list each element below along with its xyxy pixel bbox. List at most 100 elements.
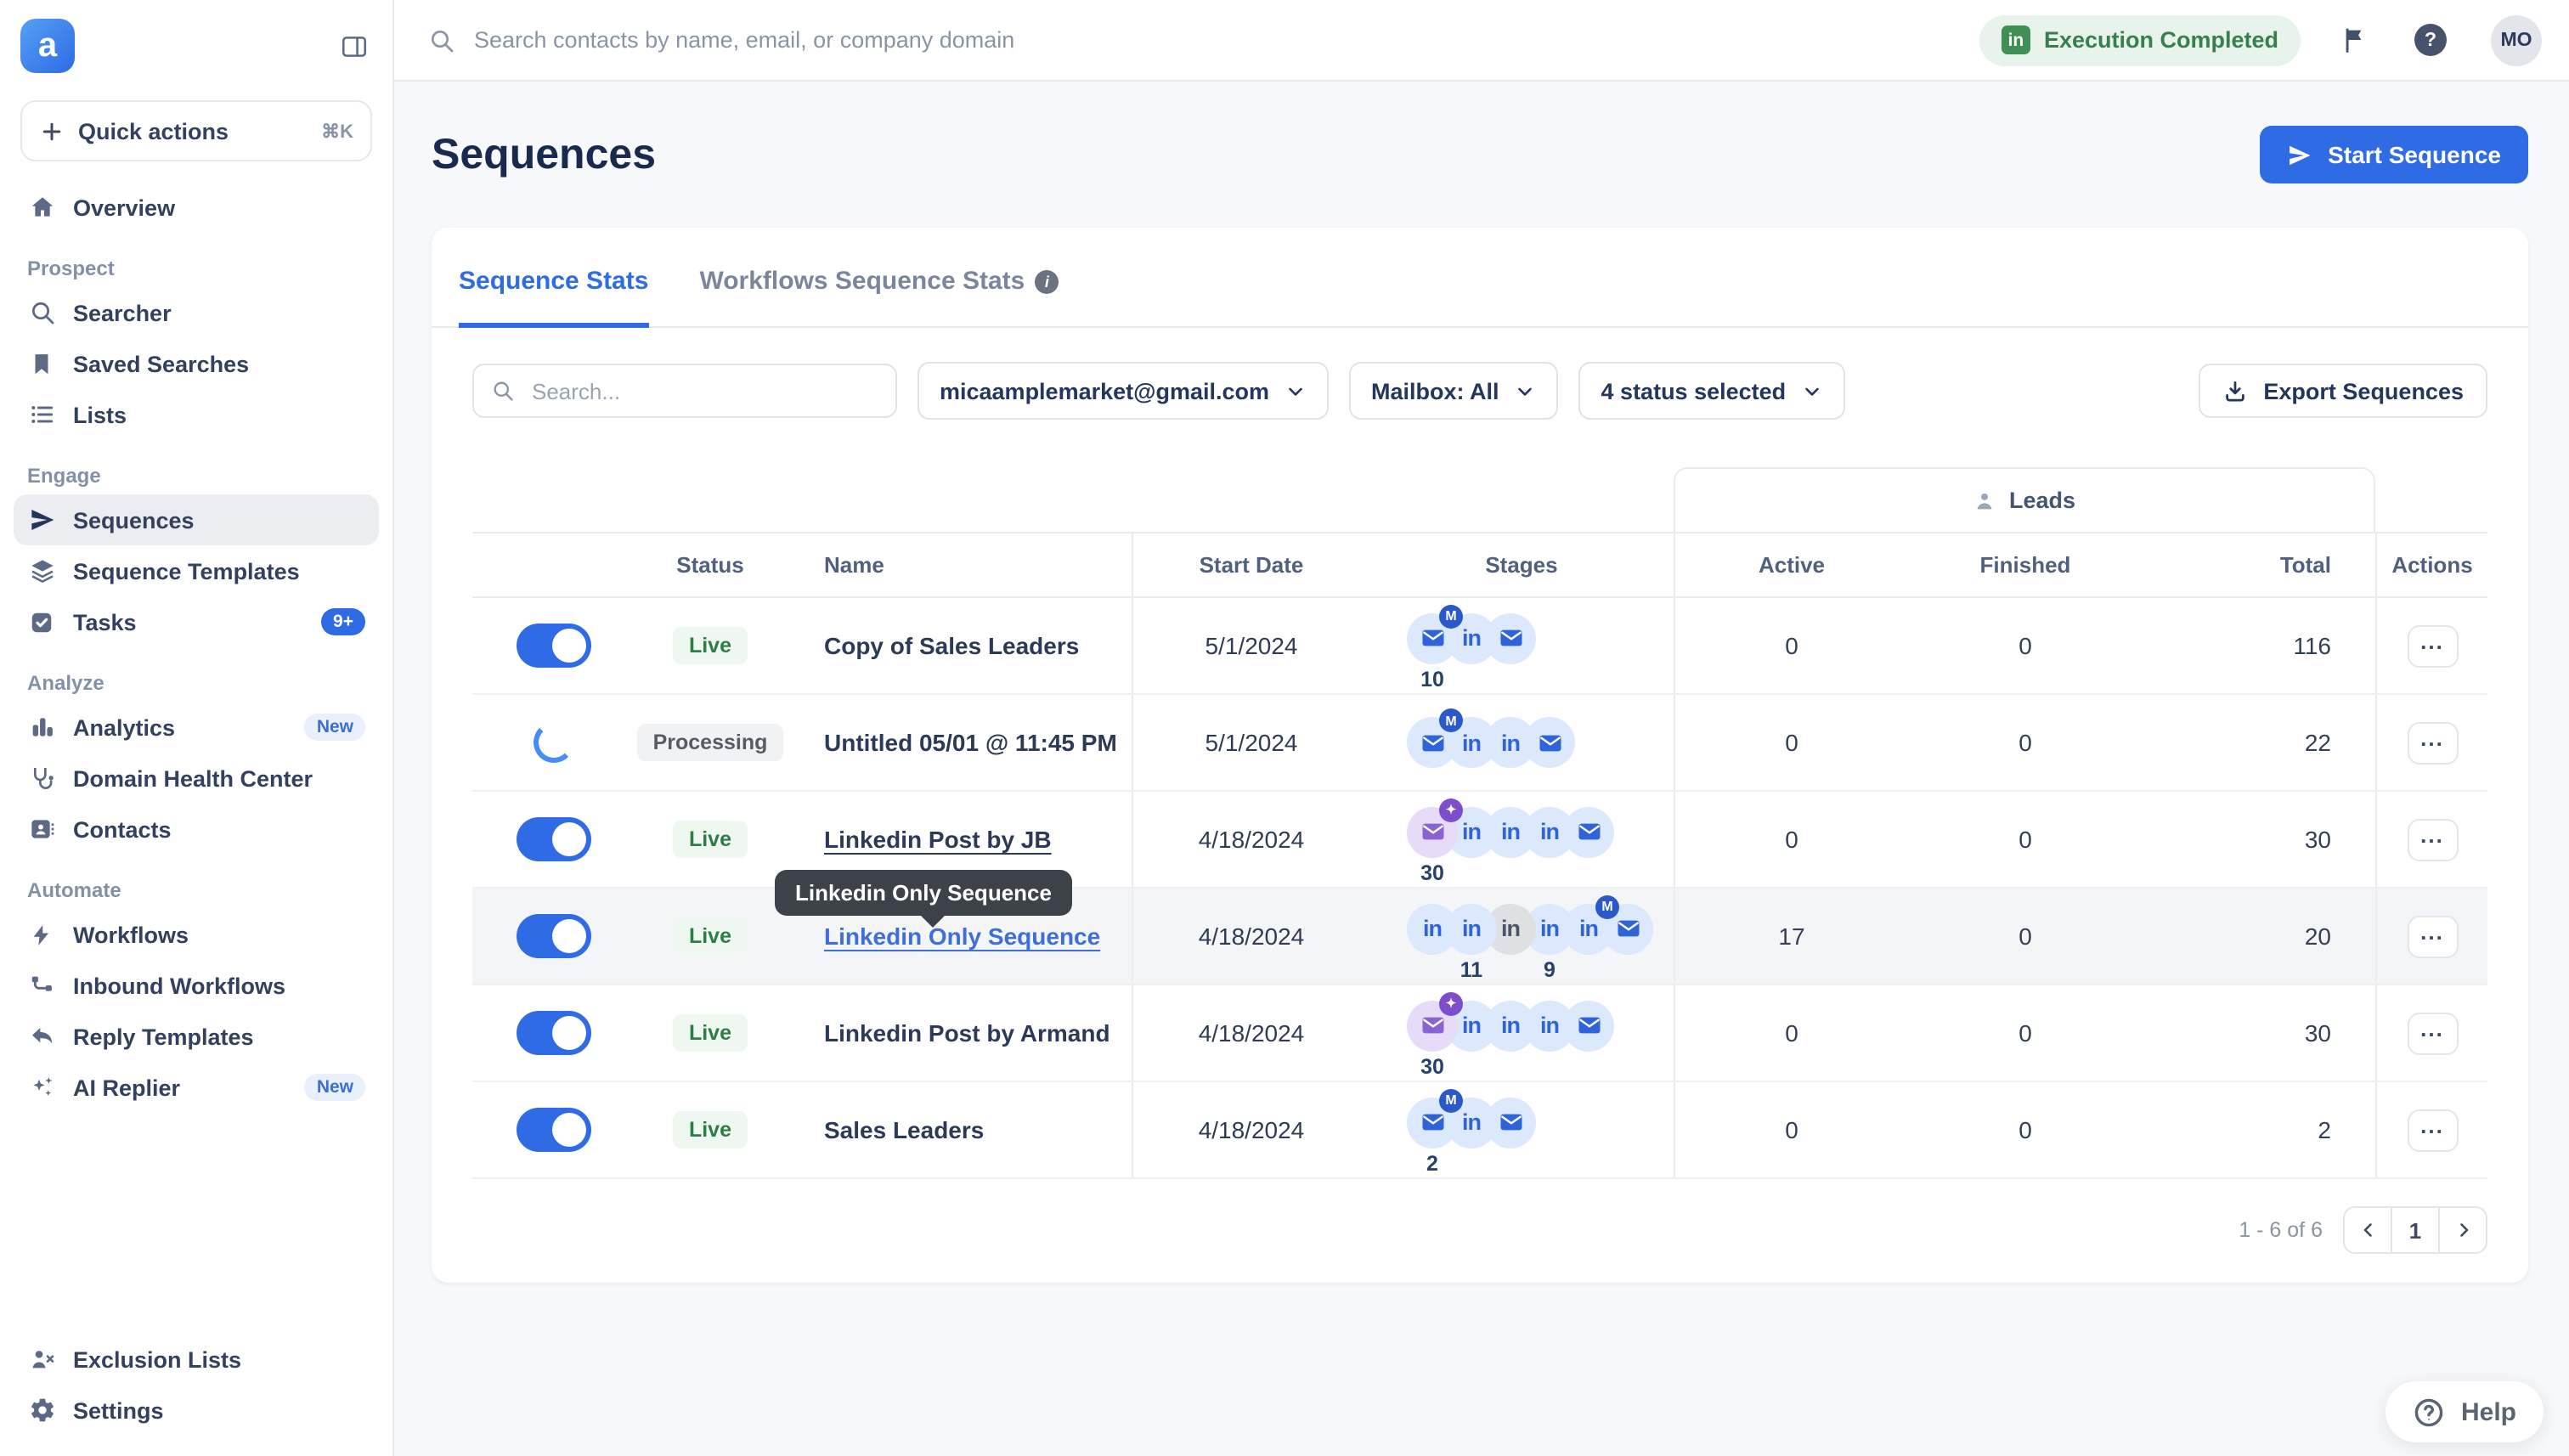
flag-icon[interactable] bbox=[2341, 25, 2370, 54]
sequence-name-link[interactable]: Untitled 05/01 @ 11:45 PM bbox=[824, 729, 1117, 756]
tab-workflows-sequence-stats[interactable]: Workflows Sequence Stats i bbox=[699, 267, 1059, 328]
email-step-icon[interactable]: ✦ 30 bbox=[1407, 991, 1463, 1078]
app-logo[interactable]: a bbox=[20, 19, 75, 73]
sequence-name-link[interactable]: Linkedin Post by Armand bbox=[824, 1019, 1110, 1047]
finished-leads-cell: 0 bbox=[2019, 632, 2032, 659]
actions-cell: ... bbox=[2375, 792, 2487, 887]
email-step-icon[interactable]: ✦ 30 bbox=[1407, 798, 1463, 884]
sequence-toggle[interactable] bbox=[516, 1108, 590, 1152]
sidebar-nav: Overview Prospect Searcher Saved Searches Li… bbox=[0, 168, 392, 1334]
sidebar-item-inbound-workflows[interactable]: Inbound Workflows bbox=[14, 960, 379, 1011]
linkedin-step-icon[interactable]: in bbox=[1446, 806, 1497, 857]
sequence-toggle[interactable] bbox=[516, 914, 590, 958]
sidebar-item-searcher[interactable]: Searcher bbox=[14, 287, 379, 338]
previous-page-button[interactable] bbox=[2343, 1206, 2392, 1254]
row-actions-button[interactable]: ... bbox=[2407, 818, 2458, 861]
linkedin-step-icon[interactable]: in M bbox=[1563, 894, 1619, 954]
start-sequence-button[interactable]: Start Sequence bbox=[2260, 126, 2528, 183]
table-search-input[interactable] bbox=[528, 376, 878, 405]
sequence-toggle[interactable] bbox=[516, 624, 590, 668]
next-page-button[interactable] bbox=[2438, 1206, 2487, 1254]
global-search bbox=[428, 25, 1956, 54]
sidebar-item-sequences[interactable]: Sequences bbox=[14, 494, 379, 545]
step-circle: in bbox=[1407, 903, 1458, 954]
avatar[interactable]: MO bbox=[2491, 14, 2542, 65]
collapse-sidebar-icon[interactable] bbox=[340, 31, 369, 60]
total-leads-cell: 30 bbox=[2304, 1019, 2331, 1047]
row-actions-button[interactable]: ... bbox=[2407, 721, 2458, 764]
linkedin-glyph: in bbox=[1540, 1013, 1560, 1038]
quick-actions-button[interactable]: Quick actions ⌘K bbox=[20, 100, 372, 161]
pagination: 1 - 6 of 6 1 bbox=[432, 1179, 2528, 1254]
person-icon bbox=[1973, 488, 1997, 512]
sidebar-item-workflows[interactable]: Workflows bbox=[14, 909, 379, 960]
bar-chart-icon bbox=[27, 713, 56, 742]
global-search-input[interactable] bbox=[471, 25, 1956, 54]
tab-sequence-stats[interactable]: Sequence Stats bbox=[459, 267, 649, 328]
sequence-name-link[interactable]: Linkedin Only Sequence bbox=[824, 923, 1101, 950]
status-filter-select[interactable]: 4 status selected bbox=[1578, 362, 1846, 420]
tab-bar: Sequence Stats Workflows Sequence Stats … bbox=[432, 228, 2528, 328]
sidebar-item-reply-templates[interactable]: Reply Templates bbox=[14, 1011, 379, 1062]
linkedin-step-icon[interactable]: in bbox=[1407, 903, 1458, 954]
sequence-toggle[interactable] bbox=[516, 1011, 590, 1055]
sequence-name-link[interactable]: Copy of Sales Leaders bbox=[824, 632, 1080, 659]
linkedin-step-icon[interactable]: in 9 bbox=[1524, 903, 1575, 981]
row-actions-button[interactable]: ... bbox=[2407, 915, 2458, 957]
step-count: 30 bbox=[1420, 861, 1444, 884]
help-circle-icon[interactable]: ? bbox=[2414, 24, 2447, 56]
toggle-knob bbox=[551, 822, 585, 856]
row-actions-button[interactable]: ... bbox=[2407, 1012, 2458, 1054]
status-badge: Live bbox=[673, 917, 747, 955]
row-actions-button[interactable]: ... bbox=[2407, 1109, 2458, 1151]
home-icon bbox=[27, 193, 56, 222]
execution-status-pill[interactable]: in Execution Completed bbox=[1979, 14, 2301, 65]
sidebar-item-lists[interactable]: Lists bbox=[14, 389, 379, 440]
sidebar-item-sequence-templates[interactable]: Sequence Templates bbox=[14, 545, 379, 596]
column-header-active: Active bbox=[1674, 533, 1908, 596]
paper-plane-icon bbox=[27, 505, 56, 534]
sidebar-item-settings[interactable]: Settings bbox=[14, 1385, 379, 1436]
stages-cell: M 10 in bbox=[1369, 598, 1674, 693]
sidebar-item-ai-replier[interactable]: AI Replier New bbox=[14, 1062, 379, 1113]
ai-badge-icon: ✦ bbox=[1439, 991, 1463, 1015]
email-step-icon[interactable]: M 10 bbox=[1407, 604, 1463, 691]
mailbox-select[interactable]: Mailbox: All bbox=[1349, 362, 1559, 420]
toggle-cell bbox=[472, 598, 634, 693]
sequence-toggle[interactable] bbox=[516, 817, 590, 861]
row-actions-button[interactable]: ... bbox=[2407, 624, 2458, 667]
linkedin-step-icon[interactable]: in bbox=[1524, 806, 1575, 857]
toggle-knob bbox=[551, 1113, 585, 1147]
page-number-button[interactable]: 1 bbox=[2391, 1206, 2440, 1254]
step-circle bbox=[1407, 1097, 1458, 1148]
sidebar-item-contacts[interactable]: Contacts bbox=[14, 804, 379, 855]
sequences-card: Sequence Stats Workflows Sequence Stats … bbox=[432, 228, 2528, 1283]
linkedin-glyph: in bbox=[1462, 625, 1482, 651]
sequence-name-link[interactable]: Linkedin Post by JB bbox=[824, 826, 1052, 853]
email-step-icon[interactable]: M bbox=[1407, 708, 1463, 768]
active-leads-cell: 17 bbox=[1674, 889, 1908, 984]
email-step-icon[interactable] bbox=[1563, 1000, 1614, 1051]
export-sequences-button[interactable]: Export Sequences bbox=[2199, 364, 2487, 418]
sequence-name-link[interactable]: Sales Leaders bbox=[824, 1116, 985, 1143]
account-select[interactable]: micaamplemarket@gmail.com bbox=[918, 362, 1329, 420]
sidebar-item-saved-searches[interactable]: Saved Searches bbox=[14, 338, 379, 389]
start-date-cell: 5/1/2024 bbox=[1132, 695, 1369, 790]
sidebar-item-label: Workflows bbox=[73, 922, 189, 947]
sidebar-item-overview[interactable]: Overview bbox=[14, 182, 379, 233]
sidebar-item-domain-health-center[interactable]: Domain Health Center bbox=[14, 753, 379, 804]
sidebar-item-exclusion-lists[interactable]: Exclusion Lists bbox=[14, 1334, 379, 1385]
pagination-controls: 1 bbox=[2343, 1206, 2487, 1254]
step-count: 30 bbox=[1420, 1054, 1444, 1078]
linkedin-step-icon[interactable]: in bbox=[1485, 717, 1536, 768]
sidebar-item-label: Reply Templates bbox=[73, 1024, 254, 1049]
linkedin-step-icon[interactable]: in bbox=[1485, 806, 1536, 857]
sidebar-item-tasks[interactable]: Tasks 9+ bbox=[14, 596, 379, 647]
sequences-table: Leads Status Name Start Date Stages Acti… bbox=[472, 467, 2487, 1179]
sidebar-item-analytics[interactable]: Analytics New bbox=[14, 702, 379, 753]
linkedin-step-icon[interactable]: in bbox=[1485, 903, 1536, 954]
status-cell: Live bbox=[634, 792, 787, 887]
sidebar-item-label: Contacts bbox=[73, 816, 172, 842]
help-button[interactable]: Help bbox=[2386, 1381, 2544, 1442]
